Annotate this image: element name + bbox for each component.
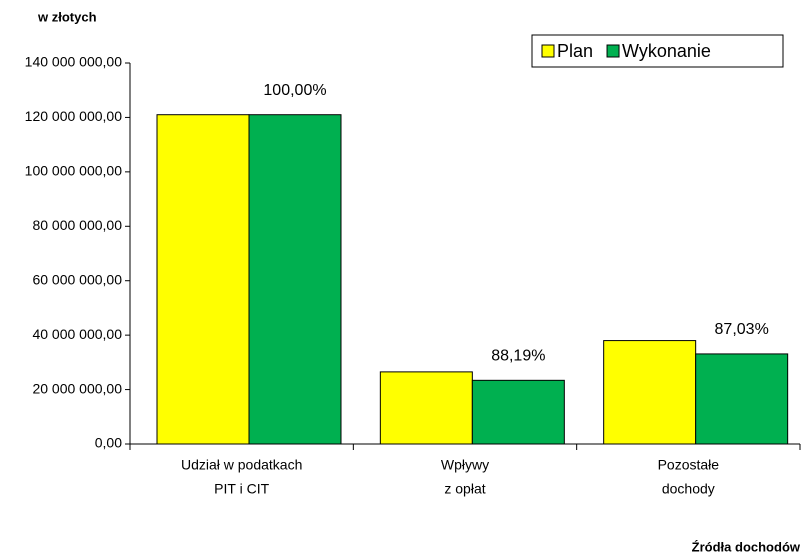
legend-swatch <box>541 44 555 58</box>
y-tick-label: 80 000 000,00 <box>32 217 122 233</box>
bar <box>603 340 697 445</box>
bar <box>471 379 565 445</box>
annotation: 100,00% <box>263 82 326 99</box>
bar <box>379 371 473 445</box>
legend-label: Plan <box>557 41 593 61</box>
x-tick-label: z opłat <box>444 481 485 497</box>
y-tick-label: 120 000 000,00 <box>25 108 123 124</box>
legend-box <box>531 34 784 68</box>
x-tick-label: Udział w podatkach <box>181 457 302 473</box>
y-tick-label: 40 000 000,00 <box>32 326 122 342</box>
bar <box>248 114 342 445</box>
annotation: 87,03% <box>715 321 769 338</box>
x-tick-label: PIT i CIT <box>214 481 269 497</box>
x-axis-title: Źródła dochodów <box>692 539 801 554</box>
bar <box>695 353 789 445</box>
y-tick-label: 140 000 000,00 <box>25 54 123 70</box>
legend-swatch <box>606 44 620 58</box>
x-tick-label: dochody <box>662 481 715 497</box>
annotation: 88,19% <box>491 348 545 365</box>
bar <box>156 114 250 445</box>
x-tick-label: Pozostałe <box>658 457 720 473</box>
y-tick-label: 0,00 <box>95 435 122 451</box>
y-tick-label: 60 000 000,00 <box>32 271 122 287</box>
y-axis-title: w złotych <box>37 9 97 24</box>
y-tick-label: 100 000 000,00 <box>25 163 123 179</box>
x-tick-label: Wpływy <box>441 457 489 473</box>
legend-label: Wykonanie <box>622 41 711 61</box>
y-tick-label: 20 000 000,00 <box>32 380 122 396</box>
